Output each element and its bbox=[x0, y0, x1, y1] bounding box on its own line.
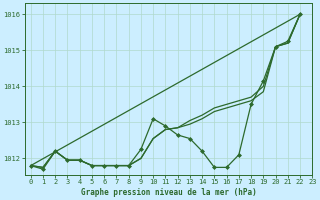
X-axis label: Graphe pression niveau de la mer (hPa): Graphe pression niveau de la mer (hPa) bbox=[81, 188, 256, 197]
